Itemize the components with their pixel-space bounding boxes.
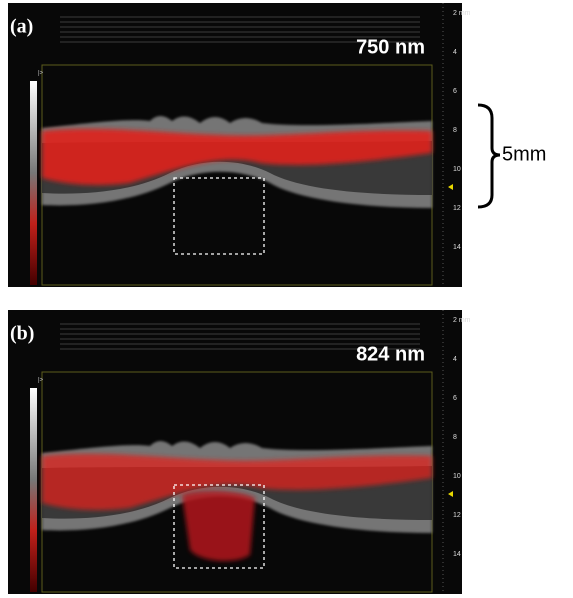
depth-tick-label: 6 bbox=[453, 395, 457, 402]
focus-marker bbox=[448, 491, 453, 497]
depth-tick-label: 8 bbox=[453, 434, 457, 441]
wavelength-label: 750 nm bbox=[356, 36, 425, 58]
depth-tick-label: 2 mm bbox=[453, 317, 471, 324]
scale-bracket bbox=[477, 103, 501, 209]
colorbar-label: |> bbox=[38, 378, 44, 384]
depth-tick-label: 4 bbox=[453, 49, 457, 56]
depth-tick-label: 10 bbox=[453, 166, 461, 173]
roi-box bbox=[173, 177, 265, 255]
wavelength-label: 824 nm bbox=[356, 343, 425, 365]
focus-marker bbox=[448, 184, 453, 190]
panel-label: (b) bbox=[10, 323, 34, 345]
depth-tick-label: 12 bbox=[453, 205, 461, 212]
depth-tick-label: 4 bbox=[453, 356, 457, 363]
signal-red-roi bbox=[182, 490, 255, 562]
colorbar bbox=[30, 388, 37, 592]
signal-red bbox=[42, 453, 432, 511]
depth-tick-label: 8 bbox=[453, 127, 457, 134]
depth-tick-label: 10 bbox=[453, 473, 461, 480]
depth-tick-label: 14 bbox=[453, 551, 461, 558]
colorbar-label: |> bbox=[38, 71, 44, 77]
depth-tick-label: 12 bbox=[453, 512, 461, 519]
signal-red bbox=[42, 128, 432, 186]
depth-tick-label: 2 mm bbox=[453, 10, 471, 17]
depth-tick-label: 6 bbox=[453, 88, 457, 95]
depth-tick-label: 14 bbox=[453, 244, 461, 251]
scale-bar-label: 5mm bbox=[502, 143, 546, 165]
colorbar bbox=[30, 81, 37, 285]
roi-box bbox=[173, 484, 265, 569]
panel-label: (a) bbox=[10, 16, 33, 38]
